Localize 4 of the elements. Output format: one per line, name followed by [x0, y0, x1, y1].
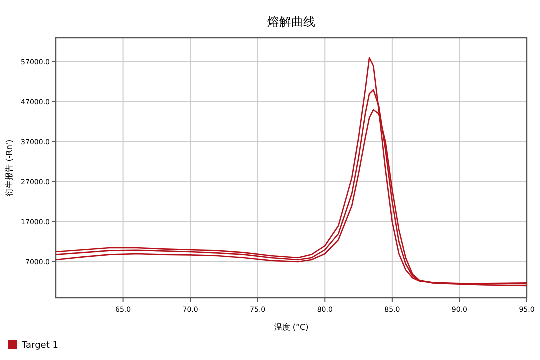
y-axis-title: 衍生报告 (-Rn') [5, 140, 14, 196]
legend-label: Target 1 [21, 341, 58, 351]
chart-title: 熔解曲线 [268, 15, 316, 29]
x-axis-title: 温度 (°C) [274, 323, 309, 332]
